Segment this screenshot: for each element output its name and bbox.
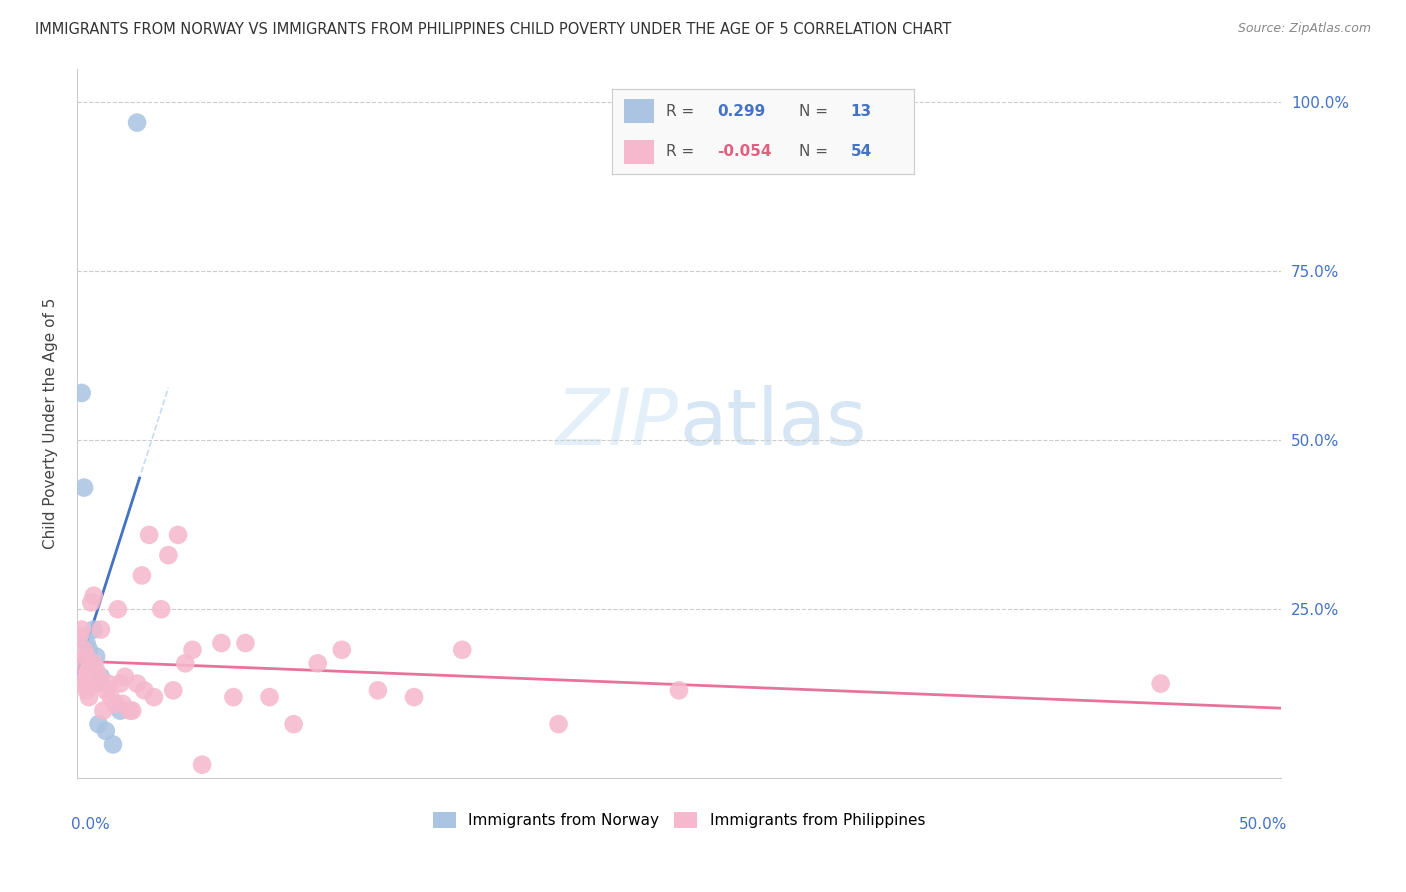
Point bbox=[93, 704, 115, 718]
Text: IMMIGRANTS FROM NORWAY VS IMMIGRANTS FROM PHILIPPINES CHILD POVERTY UNDER THE AG: IMMIGRANTS FROM NORWAY VS IMMIGRANTS FRO… bbox=[35, 22, 952, 37]
Point bbox=[84, 649, 107, 664]
Bar bbox=[624, 99, 654, 123]
Point bbox=[131, 568, 153, 582]
Point bbox=[104, 697, 127, 711]
Point bbox=[1150, 676, 1173, 690]
Point bbox=[142, 690, 165, 705]
Point bbox=[97, 676, 120, 690]
Point bbox=[83, 657, 105, 671]
Point bbox=[121, 704, 143, 718]
Text: 13: 13 bbox=[851, 103, 872, 119]
Point bbox=[94, 723, 117, 738]
Bar bbox=[624, 140, 654, 164]
Point bbox=[77, 663, 100, 677]
Point bbox=[83, 589, 105, 603]
Point bbox=[70, 657, 93, 671]
Point bbox=[83, 623, 105, 637]
Point bbox=[367, 683, 389, 698]
Text: 0.0%: 0.0% bbox=[70, 817, 110, 832]
Point bbox=[110, 676, 132, 690]
Text: ZIP: ZIP bbox=[555, 385, 679, 461]
Point bbox=[94, 683, 117, 698]
Point bbox=[110, 704, 132, 718]
Point bbox=[70, 623, 93, 637]
Point bbox=[107, 602, 129, 616]
Point bbox=[283, 717, 305, 731]
Point bbox=[80, 657, 103, 671]
Point bbox=[77, 642, 100, 657]
Point bbox=[134, 683, 156, 698]
Point bbox=[162, 683, 184, 698]
Point bbox=[222, 690, 245, 705]
Point bbox=[235, 636, 257, 650]
Point bbox=[209, 636, 232, 650]
Point bbox=[77, 690, 100, 705]
Point bbox=[138, 528, 160, 542]
Point bbox=[76, 683, 98, 698]
Point bbox=[114, 670, 136, 684]
Point bbox=[80, 676, 103, 690]
Point bbox=[84, 676, 107, 690]
Point bbox=[157, 548, 180, 562]
Text: Source: ZipAtlas.com: Source: ZipAtlas.com bbox=[1237, 22, 1371, 36]
Point bbox=[90, 670, 112, 684]
Point bbox=[181, 642, 204, 657]
Text: -0.054: -0.054 bbox=[717, 145, 772, 160]
Text: 54: 54 bbox=[851, 145, 872, 160]
Point bbox=[101, 738, 124, 752]
Point bbox=[307, 657, 329, 671]
Point bbox=[125, 115, 148, 129]
Point bbox=[87, 717, 110, 731]
Point bbox=[167, 528, 190, 542]
Point bbox=[73, 481, 96, 495]
Point bbox=[73, 642, 96, 657]
Text: 0.299: 0.299 bbox=[717, 103, 766, 119]
Point bbox=[547, 717, 569, 731]
Text: atlas: atlas bbox=[679, 385, 866, 461]
Point bbox=[125, 676, 148, 690]
Text: N =: N = bbox=[799, 145, 828, 160]
Point bbox=[67, 629, 90, 643]
Point bbox=[73, 670, 96, 684]
Point bbox=[330, 642, 353, 657]
Text: 50.0%: 50.0% bbox=[1239, 817, 1286, 832]
Y-axis label: Child Poverty Under the Age of 5: Child Poverty Under the Age of 5 bbox=[44, 298, 58, 549]
Point bbox=[90, 623, 112, 637]
Point bbox=[73, 676, 96, 690]
Point bbox=[191, 757, 214, 772]
Point bbox=[70, 386, 93, 401]
Legend: Immigrants from Norway, Immigrants from Philippines: Immigrants from Norway, Immigrants from … bbox=[427, 806, 931, 834]
Point bbox=[259, 690, 281, 705]
Text: R =: R = bbox=[666, 145, 695, 160]
Point bbox=[118, 704, 141, 718]
Text: N =: N = bbox=[799, 103, 828, 119]
Point bbox=[668, 683, 690, 698]
Point bbox=[402, 690, 425, 705]
Point bbox=[451, 642, 474, 657]
Text: R =: R = bbox=[666, 103, 695, 119]
Point bbox=[76, 649, 98, 664]
Point bbox=[150, 602, 173, 616]
Point bbox=[174, 657, 197, 671]
Point bbox=[84, 663, 107, 677]
Point bbox=[76, 636, 98, 650]
Point bbox=[87, 670, 110, 684]
Point bbox=[111, 697, 134, 711]
Point bbox=[100, 690, 122, 705]
Point bbox=[80, 595, 103, 609]
